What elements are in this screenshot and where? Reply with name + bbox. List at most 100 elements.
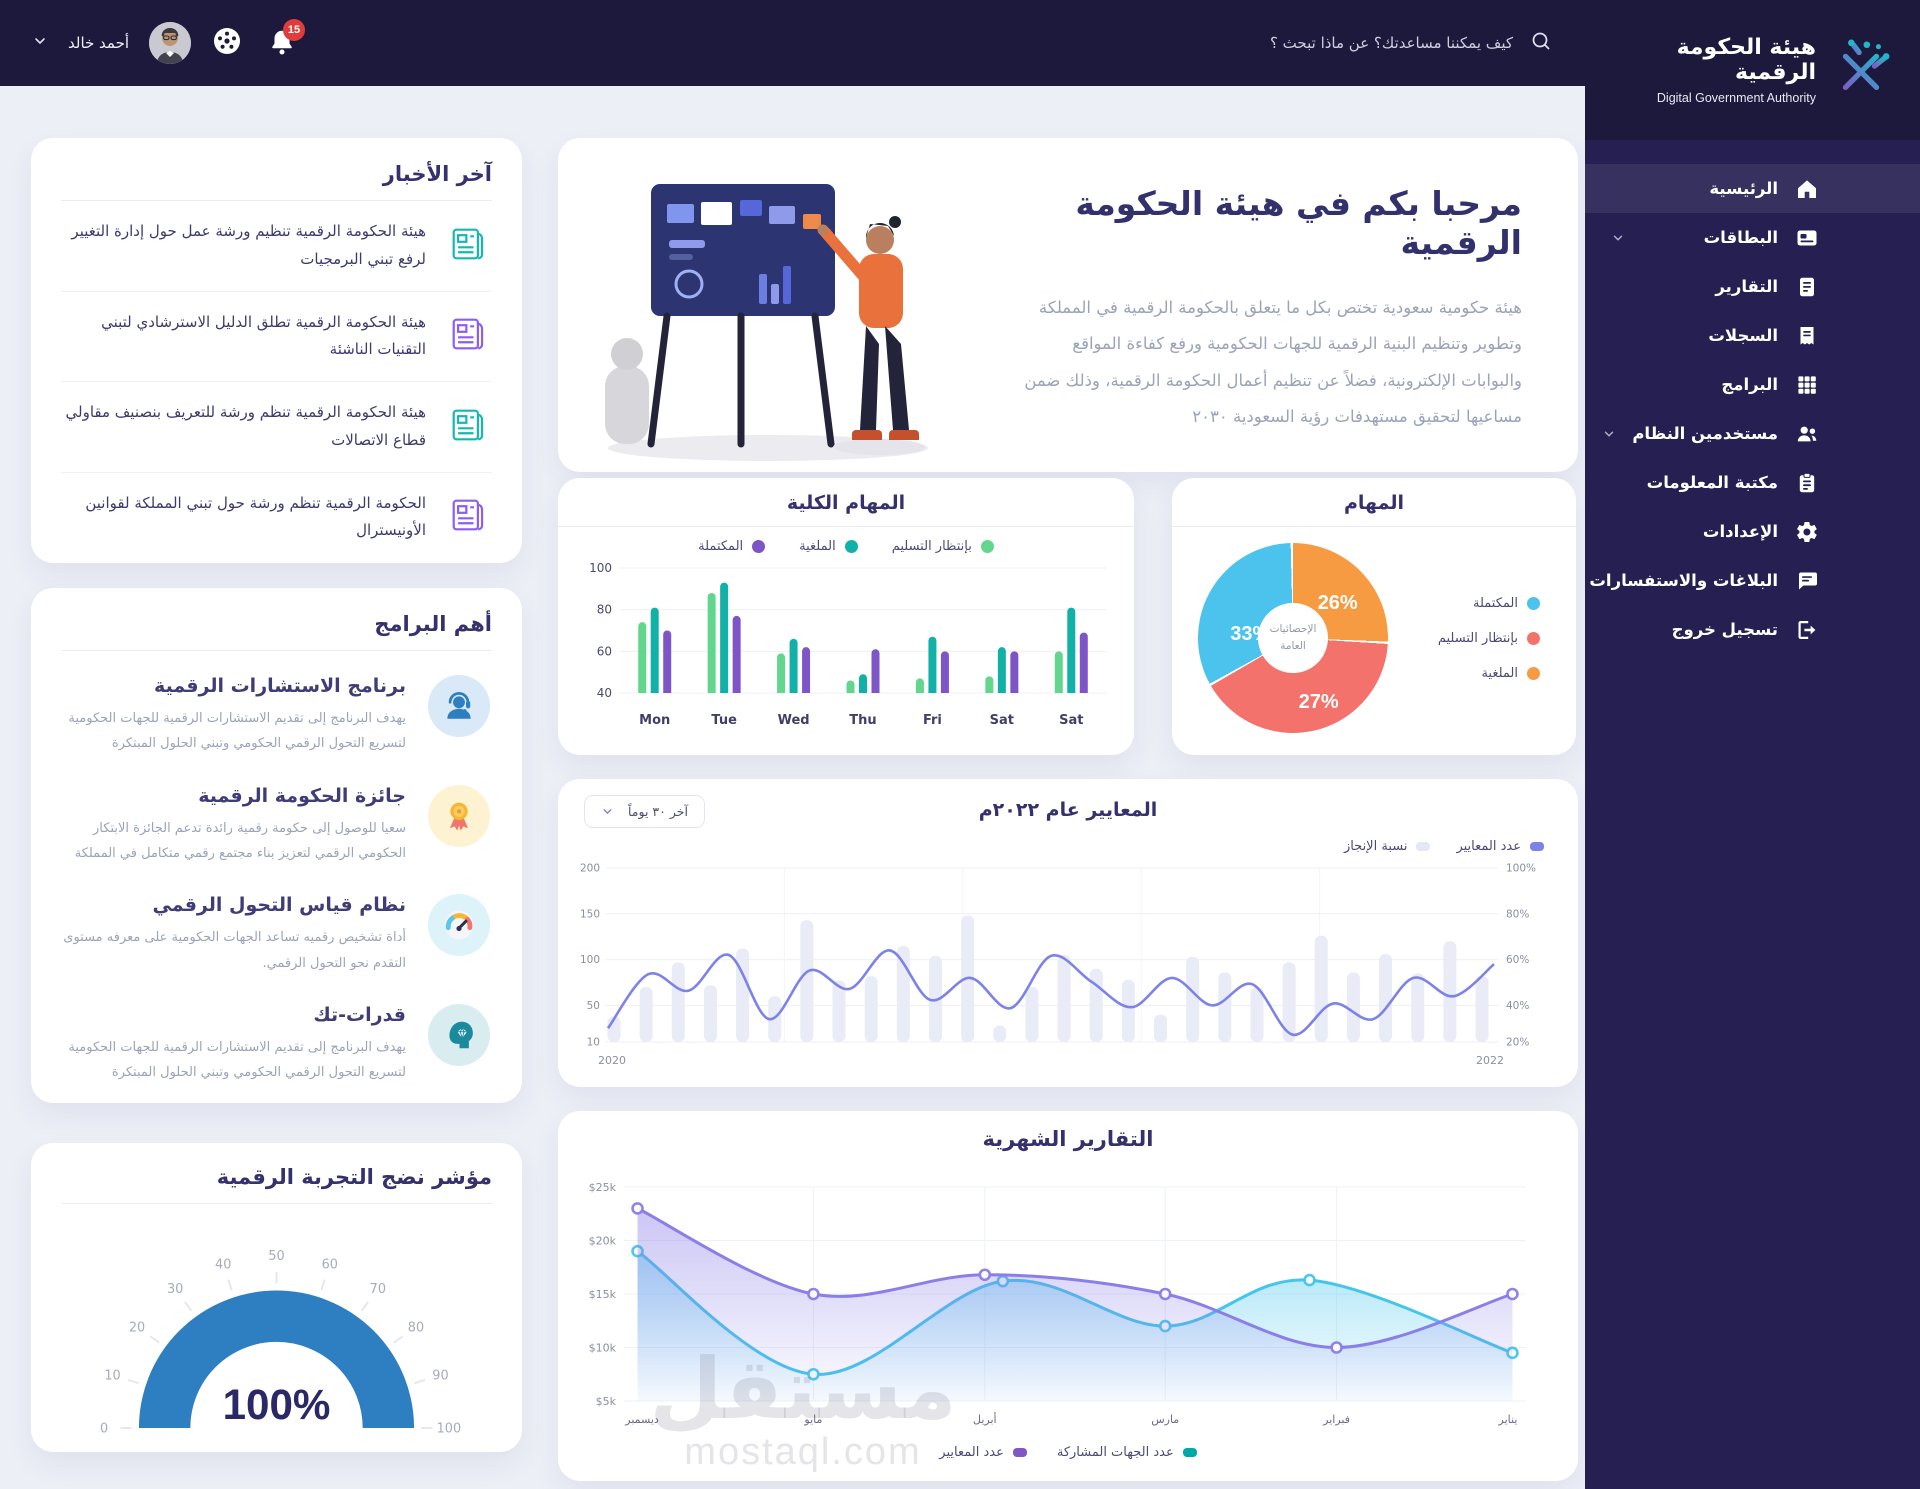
- library-icon: [1794, 470, 1820, 496]
- meter-icon: [428, 894, 490, 957]
- sidebar-nav: الرئيسية البطاقات التقارير السجلات البرامج مس…: [1585, 164, 1920, 654]
- svg-text:$15k: $15k: [589, 1288, 617, 1301]
- svg-text:50: 50: [268, 1249, 284, 1264]
- sidebar-item-cards[interactable]: البطاقات: [1585, 213, 1920, 262]
- sidebar-item-records[interactable]: السجلات: [1585, 311, 1920, 360]
- program-item[interactable]: نظام قياس التحول الرقمي أداة تشخيص رقميه …: [61, 870, 492, 980]
- legend-item: عدد المعايير: [939, 1445, 1027, 1460]
- sidebar-item-users[interactable]: مستخدمين النظام: [1585, 409, 1920, 458]
- svg-text:0: 0: [100, 1422, 108, 1437]
- svg-text:$25k: $25k: [589, 1181, 617, 1194]
- newspaper-icon: [446, 312, 490, 360]
- svg-text:$20k: $20k: [589, 1235, 617, 1248]
- svg-text:يناير: يناير: [1498, 1413, 1518, 1426]
- svg-text:100: 100: [589, 561, 612, 575]
- avatar[interactable]: [149, 22, 192, 64]
- date-range-value: آخر ٣٠ يوماً: [628, 804, 688, 819]
- sidebar-item-label: البرامج: [1721, 375, 1778, 394]
- legend-item: الملغية: [799, 539, 858, 554]
- date-range-dropdown[interactable]: آخر ٣٠ يوماً: [584, 795, 705, 828]
- svg-text:مارس: مارس: [1151, 1413, 1179, 1426]
- sidebar-item-settings[interactable]: الإعدادات: [1585, 507, 1920, 556]
- brand-title: هيئة الحكومة الرقمية: [1676, 35, 1816, 85]
- sidebar-item-reports[interactable]: التقارير: [1585, 262, 1920, 311]
- sidebar-item-library[interactable]: مكتبة المعلومات: [1585, 458, 1920, 507]
- svg-text:60: 60: [322, 1258, 338, 1273]
- svg-text:2020: 2020: [598, 1054, 626, 1067]
- user-cluster: 15: [32, 19, 306, 64]
- svg-text:Mon: Mon: [639, 713, 670, 728]
- program-item[interactable]: قدرات-تك يهدف البرنامج إلى تقديم الاستشار…: [61, 980, 492, 1090]
- notifications-button[interactable]: 15: [263, 19, 306, 60]
- search-icon[interactable]: [1529, 29, 1553, 57]
- svg-text:10: 10: [587, 1037, 600, 1049]
- cards-icon: [1794, 225, 1820, 251]
- svg-text:50: 50: [587, 1000, 600, 1012]
- sidebar-item-label: تسجيل خروج: [1671, 620, 1778, 639]
- sidebar-item-label: مكتبة المعلومات: [1646, 473, 1778, 492]
- news-item-text: هيئة الحكومة الرقمية تنظيم ورشة عمل حول …: [71, 222, 426, 268]
- sidebar-item-label: السجلات: [1708, 326, 1778, 345]
- sidebar-item-home[interactable]: الرئيسية: [1585, 164, 1920, 213]
- welcome-card: مرحبا بكم في هيئة الحكومة الرقمية هيئة ح…: [558, 138, 1578, 472]
- program-title: قدرات-تك: [313, 1004, 406, 1027]
- news-item[interactable]: الحكومة الرقمية تنظم ورشة حول تبني الممل…: [61, 473, 492, 563]
- svg-text:60%: 60%: [1506, 954, 1529, 966]
- settings-icon: [1794, 519, 1820, 545]
- svg-text:80%: 80%: [1506, 908, 1529, 920]
- legend-item: عدد الجهات المشاركة: [1057, 1445, 1197, 1460]
- news-item-text: هيئة الحكومة الرقمية تنظم ورشة للتعريف ب…: [65, 403, 427, 449]
- standards-chart-title: المعايير عام ٢٠٢٢م: [978, 799, 1158, 821]
- search-placeholder-text: كيف يمكننا مساعدتك؟ عن ماذا تبحث ؟: [1269, 34, 1513, 52]
- home-icon: [1794, 176, 1820, 202]
- chevron-down-icon: [603, 809, 612, 815]
- apps-icon[interactable]: [211, 25, 243, 61]
- welcome-body: هيئة حكومية سعودية تختص بكل ما يتعلق بال…: [1024, 298, 1522, 426]
- program-desc: يهدف البرنامج إلى تقديم الاستشارات الرقم…: [68, 1040, 406, 1081]
- sidebar: هيئة الحكومة الرقمية Digital Government …: [1585, 0, 1920, 1489]
- legend-item: المكتملة: [698, 539, 766, 554]
- program-item[interactable]: جائزة الحكومة الرقمية سعيا للوصول إلى حكو…: [61, 761, 492, 871]
- svg-text:Fri: Fri: [923, 713, 942, 728]
- chevron-down-icon[interactable]: [32, 33, 48, 53]
- award-icon: [428, 784, 490, 847]
- chevron-down-icon: [1602, 427, 1616, 441]
- programs-list: برنامج الاستشارات الرقمية يهدف البرنامج إ…: [61, 651, 492, 1090]
- welcome-title: مرحبا بكم في هيئة الحكومة الرقمية: [1075, 184, 1522, 262]
- brand-subtitle: Digital Government Authority: [1656, 91, 1816, 105]
- users-icon: [1794, 421, 1820, 447]
- user-name[interactable]: أحمد خالد: [68, 34, 130, 52]
- program-title: جائزة الحكومة الرقمية: [198, 784, 406, 807]
- pie-chart-title: المهام: [1344, 492, 1404, 514]
- sidebar-item-programs[interactable]: البرامج: [1585, 360, 1920, 409]
- svg-text:200: 200: [580, 863, 600, 875]
- tasks-chart-legend: بإنتظار التسليم الملغية المكتملة: [558, 527, 1134, 556]
- svg-text:مايو: مايو: [803, 1413, 822, 1426]
- programs-icon: [1794, 372, 1820, 398]
- svg-text:10: 10: [104, 1368, 120, 1383]
- svg-text:30: 30: [167, 1282, 183, 1297]
- news-item[interactable]: هيئة الحكومة الرقمية تنظم ورشة للتعريف ب…: [61, 382, 492, 473]
- program-item[interactable]: برنامج الاستشارات الرقمية يهدف البرنامج إ…: [61, 651, 492, 761]
- svg-text:60: 60: [597, 644, 612, 658]
- svg-text:40: 40: [215, 1258, 231, 1273]
- monthly-chart-legend: عدد الجهات المشاركة عدد المعايير: [558, 1443, 1578, 1460]
- presentation-illustration: [558, 138, 998, 472]
- search-input[interactable]: كيف يمكننا مساعدتك؟ عن ماذا تبحث ؟: [1270, 29, 1553, 57]
- sidebar-item-logout[interactable]: تسجيل خروج: [1585, 605, 1920, 654]
- inquiries-icon: [1794, 568, 1820, 594]
- svg-text:2022: 2022: [1476, 1054, 1504, 1067]
- sidebar-item-inquiries[interactable]: البلاغات والاستفسارات: [1585, 556, 1920, 605]
- news-item-text: الحكومة الرقمية تنظم ورشة حول تبني الممل…: [85, 493, 426, 540]
- reports-icon: [1794, 274, 1820, 300]
- standards-chart-card: المعايير عام ٢٠٢٢م آخر ٣٠ يوماً عدد المع…: [558, 779, 1578, 1087]
- news-item-text: هيئة الحكومة الرقمية تطلق الدليل الاسترش…: [101, 312, 426, 359]
- program-desc: سعيا للوصول إلى حكومة رقمية رائدة تدعم ا…: [74, 820, 406, 862]
- records-icon: [1794, 323, 1820, 349]
- news-item[interactable]: هيئة الحكومة الرقمية تطلق الدليل الاسترش…: [61, 292, 492, 382]
- news-item[interactable]: هيئة الحكومة الرقمية تنظيم ورشة عمل حول …: [61, 201, 492, 292]
- news-list: هيئة الحكومة الرقمية تنظيم ورشة عمل حول …: [61, 201, 492, 562]
- program-title: نظام قياس التحول الرقمي: [152, 894, 406, 917]
- news-card: آخر الأخبار هيئة الحكومة الرقمية تنظيم و…: [31, 138, 522, 563]
- legend-item: المكتملة: [1438, 596, 1540, 611]
